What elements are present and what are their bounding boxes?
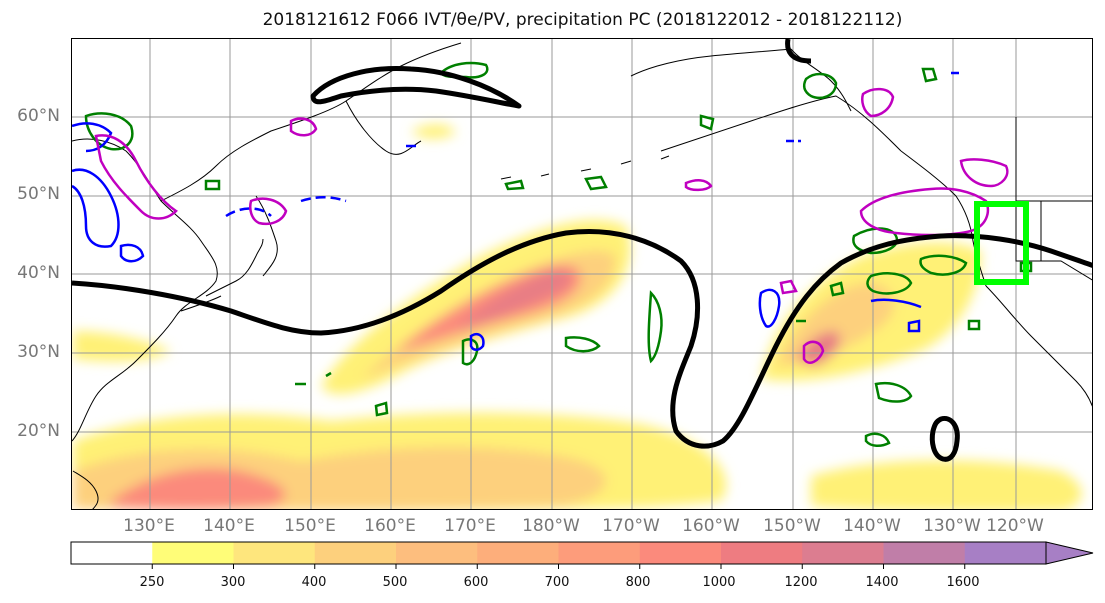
graticule — [72, 39, 1092, 509]
map-canvas — [72, 39, 1092, 509]
lon-label-130e: 130°E — [123, 516, 175, 536]
theta-e-contours — [72, 39, 1092, 462]
colorbar-cell — [558, 542, 641, 564]
lon-label-170w: 170°W — [602, 516, 660, 536]
pv-negative-contours — [72, 71, 959, 351]
colorbar-cell — [233, 542, 316, 564]
lon-label-140e: 140°E — [203, 516, 255, 536]
colorbar-tick-250: 250 — [139, 575, 165, 590]
colorbar-tick-1000: 1000 — [702, 575, 736, 590]
lon-label-140w: 140°W — [843, 516, 901, 536]
lon-label-130w: 130°W — [923, 516, 981, 536]
colorbar-cell — [477, 542, 559, 564]
lon-label-170e: 170°E — [444, 516, 496, 536]
colorbar-tick-500: 500 — [382, 575, 408, 590]
lat-label-60n: 60°N — [17, 106, 60, 126]
lat-label-20n: 20°N — [17, 421, 60, 441]
colorbar-cell — [71, 542, 153, 564]
colorbar-tick-1600: 1600 — [946, 575, 980, 590]
colorbar-frame — [70, 541, 1047, 565]
colorbar-cell — [964, 542, 1047, 564]
lon-label-120w: 120°W — [986, 516, 1044, 536]
chart-title: 2018121612 F066 IVT/θe/PV, precipitation… — [262, 10, 903, 30]
region-box — [974, 201, 1029, 285]
colorbar-cell — [802, 542, 884, 564]
lon-label-180w: 180°W — [522, 516, 580, 536]
lon-label-160e: 160°E — [364, 516, 416, 536]
colorbar-tick-600: 600 — [463, 575, 489, 590]
colorbar-extend-arrow — [1045, 541, 1094, 565]
colorbar-cell — [883, 542, 966, 564]
lon-label-150w: 150°W — [763, 516, 821, 536]
colorbar-tick-300: 300 — [220, 575, 246, 590]
colorbar-tick-800: 800 — [625, 575, 651, 590]
colorbar-tick-1400: 1400 — [865, 575, 899, 590]
lat-label-30n: 30°N — [17, 342, 60, 362]
lon-label-160w: 160°W — [682, 516, 740, 536]
colorbar-tick-700: 700 — [544, 575, 570, 590]
ivt-shading — [73, 124, 1082, 509]
colorbar-cell — [396, 542, 478, 564]
lat-label-40n: 40°N — [17, 263, 60, 283]
colorbar-tick-400: 400 — [301, 575, 327, 590]
colorbar-cell — [152, 542, 234, 564]
lat-label-50n: 50°N — [17, 184, 60, 204]
lon-label-150e: 150°E — [284, 516, 336, 536]
colorbar-tick-1200: 1200 — [784, 575, 818, 590]
colorbar-cell — [721, 542, 803, 564]
colorbar-cell — [314, 542, 397, 564]
colorbar-cell — [639, 542, 722, 564]
precip-contours — [94, 87, 1009, 364]
map-panel[interactable] — [71, 38, 1093, 510]
